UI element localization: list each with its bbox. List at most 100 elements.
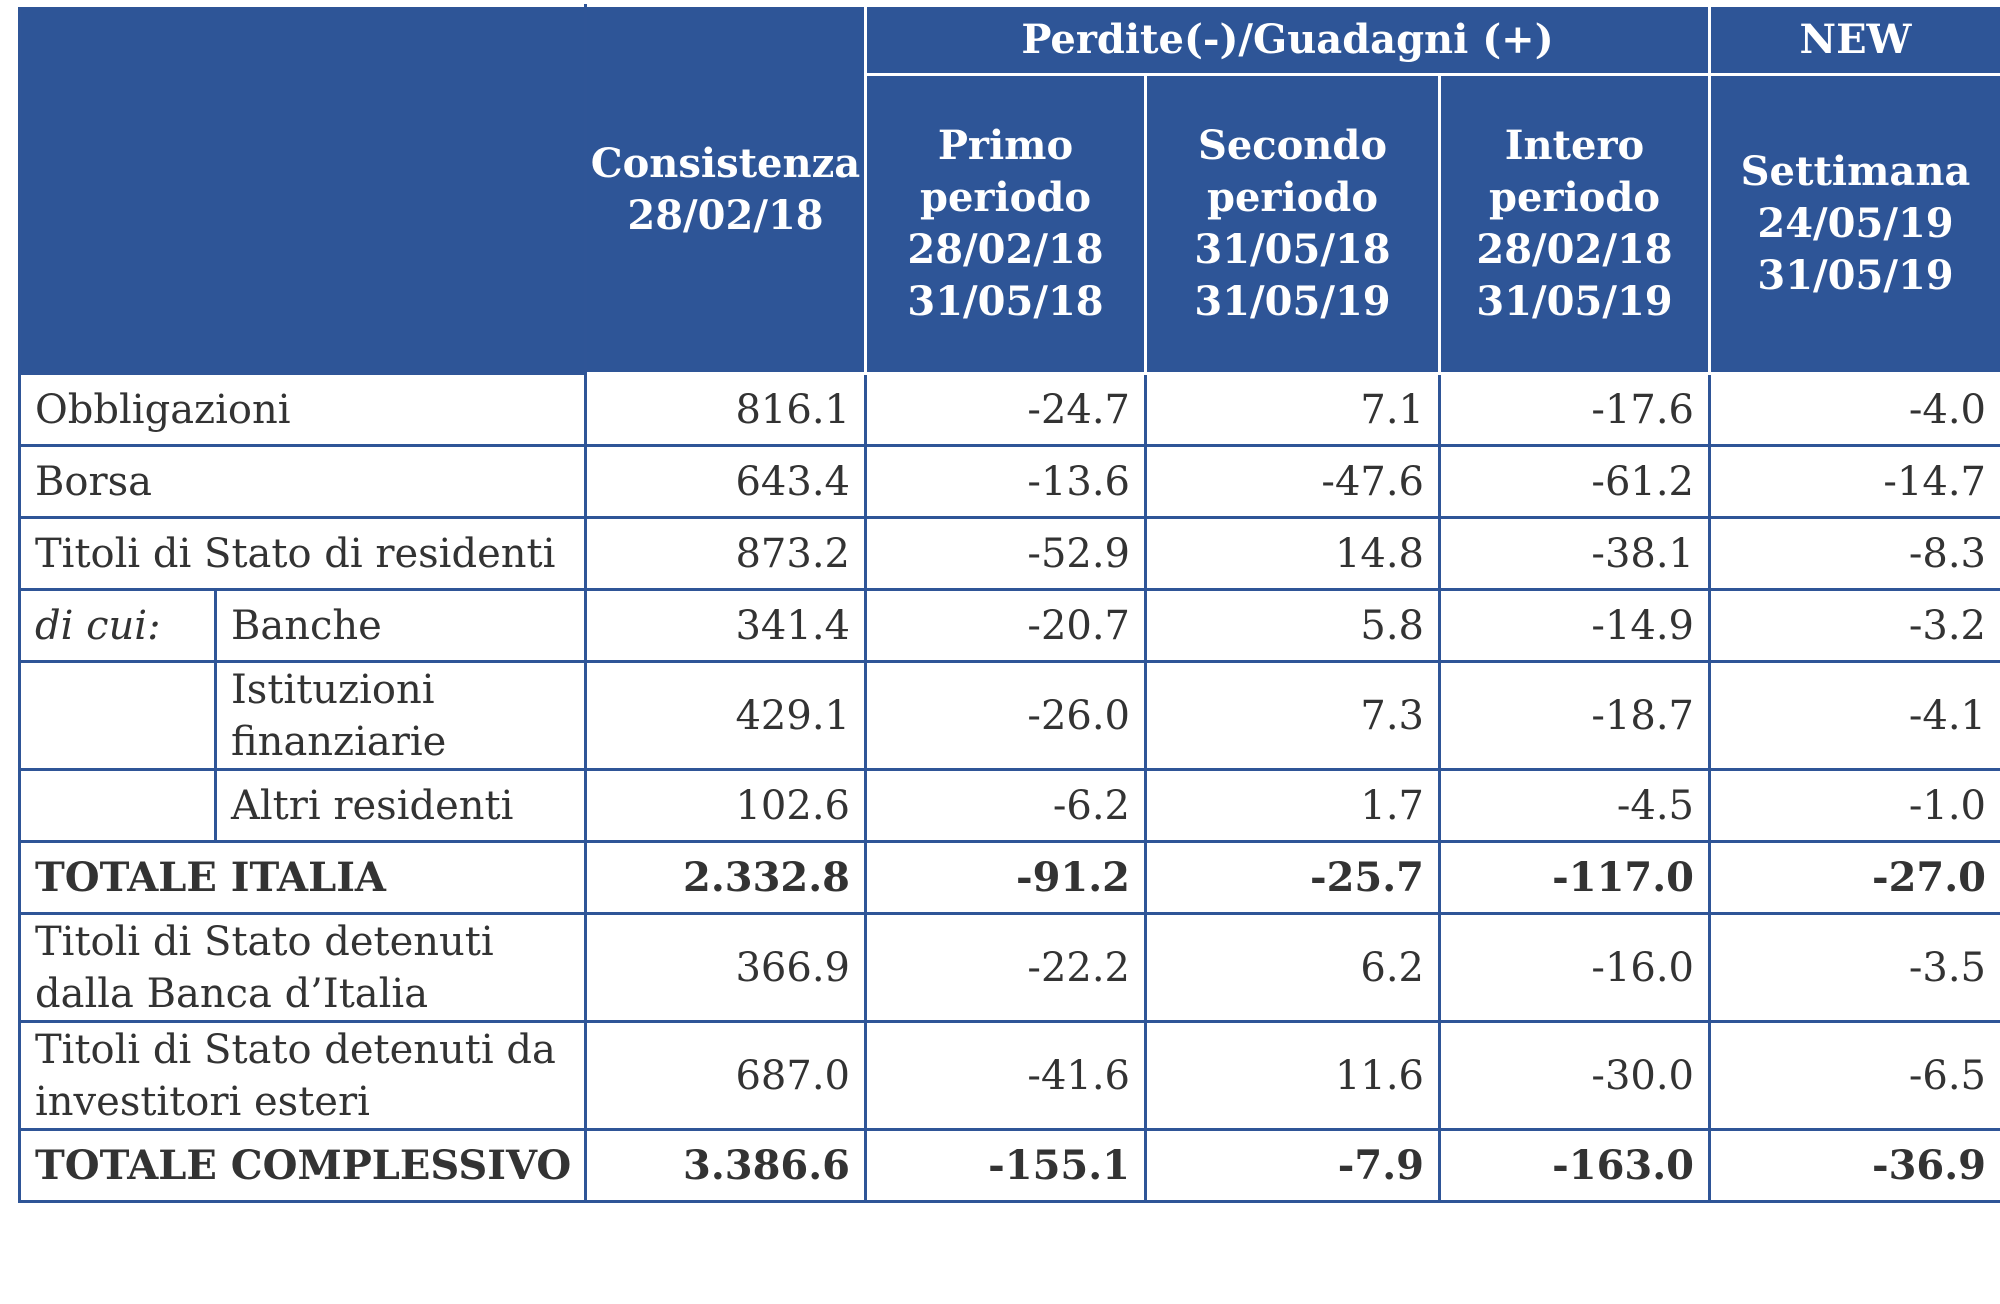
row-label: Banche — [214, 588, 587, 663]
table-row-borsa: Borsa 643.4 -13.6 -47.6 -61.2 -14.7 — [18, 444, 2000, 519]
header-intero-l2: periodo — [1488, 174, 1660, 221]
header-losses-gains: Perdite(-)/Guadagni (+) — [864, 4, 1711, 76]
header-primo-periodo: Primo periodo 28/02/18 31/05/18 — [864, 73, 1147, 375]
row-label-line2: finanziarie — [231, 718, 447, 765]
value-settimana: -14.7 — [1708, 444, 2000, 519]
value-secondo: -47.6 — [1144, 444, 1441, 519]
value-consistenza: 2.332.8 — [584, 840, 867, 915]
header-settimana-l1: Settimana — [1740, 148, 1971, 195]
value-primo: -91.2 — [864, 840, 1147, 915]
row-label-line2: investitori esteri — [35, 1078, 370, 1125]
value-intero: -4.5 — [1438, 768, 1711, 843]
value-secondo: 7.1 — [1144, 372, 1441, 447]
row-label: Altri residenti — [214, 768, 587, 843]
table-row-investitori-esteri: Titoli di Stato detenuti da investitori … — [18, 1020, 2000, 1131]
row-label-line1: Titoli di Stato detenuti — [35, 918, 494, 965]
value-settimana: -3.5 — [1708, 912, 2000, 1023]
row-label: Titoli di Stato detenuti dalla Banca d’I… — [18, 912, 587, 1023]
header-settimana: Settimana 24/05/19 31/05/19 — [1708, 73, 2000, 375]
table-row-totale-italia: TOTALE ITALIA 2.332.8 -91.2 -25.7 -117.0… — [18, 840, 2000, 915]
value-consistenza: 687.0 — [584, 1020, 867, 1131]
value-intero: -14.9 — [1438, 588, 1711, 663]
value-secondo: 7.3 — [1144, 660, 1441, 771]
row-label: TOTALE COMPLESSIVO — [18, 1128, 587, 1203]
header-secondo-l3: 31/05/18 — [1194, 226, 1391, 273]
value-primo: -26.0 — [864, 660, 1147, 771]
value-primo: -22.2 — [864, 912, 1147, 1023]
header-blank-cell — [18, 4, 587, 375]
table-row-banche: di cui: Banche 341.4 -20.7 5.8 -14.9 -3.… — [18, 588, 2000, 663]
value-consistenza: 429.1 — [584, 660, 867, 771]
row-label: Titoli di Stato di residenti — [18, 516, 587, 591]
row-prefix-di-cui: di cui: — [18, 588, 217, 663]
value-secondo: 6.2 — [1144, 912, 1441, 1023]
row-label-line2: dalla Banca d’Italia — [35, 970, 429, 1017]
table-row-altri-residenti: Altri residenti 102.6 -6.2 1.7 -4.5 -1.0 — [18, 768, 2000, 843]
header-intero-l4: 31/05/19 — [1476, 278, 1673, 325]
row-label-line1: Titoli di Stato detenuti da — [35, 1026, 556, 1073]
value-settimana: -36.9 — [1708, 1128, 2000, 1203]
value-settimana: -6.5 — [1708, 1020, 2000, 1131]
value-consistenza: 102.6 — [584, 768, 867, 843]
header-consistenza-line2: 28/02/18 — [627, 191, 824, 239]
header-sub-row: Primo periodo 28/02/18 31/05/18 Secondo … — [20, 73, 2000, 375]
row-label: Obbligazioni — [18, 372, 587, 447]
header-secondo-l1: Secondo — [1197, 122, 1388, 169]
value-secondo: 1.7 — [1144, 768, 1441, 843]
value-settimana: -4.0 — [1708, 372, 2000, 447]
header-primo-l2: periodo — [919, 174, 1091, 221]
header-intero-l3: 28/02/18 — [1476, 226, 1673, 273]
value-primo: -24.7 — [864, 372, 1147, 447]
table-container: Consistenza 28/02/18 Perdite(-)/Guadagni… — [18, 4, 2000, 1203]
value-secondo: 14.8 — [1144, 516, 1441, 591]
value-consistenza: 816.1 — [584, 372, 867, 447]
value-consistenza: 3.386.6 — [584, 1128, 867, 1203]
table-row-banca-italia: Titoli di Stato detenuti dalla Banca d’I… — [18, 912, 2000, 1023]
header-new: NEW — [1708, 4, 2000, 76]
header-settimana-l3: 31/05/19 — [1757, 252, 1954, 299]
value-primo: -13.6 — [864, 444, 1147, 519]
value-intero: -117.0 — [1438, 840, 1711, 915]
row-prefix-empty — [18, 660, 217, 771]
value-settimana: -4.1 — [1708, 660, 2000, 771]
value-primo: -41.6 — [864, 1020, 1147, 1131]
table-row-obbligazioni: Obbligazioni 816.1 -24.7 7.1 -17.6 -4.0 — [18, 372, 2000, 447]
value-primo: -6.2 — [864, 768, 1147, 843]
value-intero: -30.0 — [1438, 1020, 1711, 1131]
value-intero: -17.6 — [1438, 372, 1711, 447]
header-group-row: Consistenza 28/02/18 Perdite(-)/Guadagni… — [18, 4, 2000, 375]
header-secondo-periodo: Secondo periodo 31/05/18 31/05/19 — [1144, 73, 1441, 375]
value-settimana: -3.2 — [1708, 588, 2000, 663]
header-intero-l1: Intero — [1504, 122, 1645, 169]
header-settimana-l2: 24/05/19 — [1757, 200, 1954, 247]
value-secondo: 11.6 — [1144, 1020, 1441, 1131]
value-settimana: -27.0 — [1708, 840, 2000, 915]
value-primo: -20.7 — [864, 588, 1147, 663]
value-consistenza: 873.2 — [584, 516, 867, 591]
row-label: Titoli di Stato detenuti da investitori … — [18, 1020, 587, 1131]
table-row-istituzioni-finanziarie: Istituzioni finanziarie 429.1 -26.0 7.3 … — [18, 660, 2000, 771]
losses-gains-table: Consistenza 28/02/18 Perdite(-)/Guadagni… — [18, 4, 2000, 1203]
value-intero: -61.2 — [1438, 444, 1711, 519]
value-consistenza: 643.4 — [584, 444, 867, 519]
header-intero-periodo: Intero periodo 28/02/18 31/05/19 — [1438, 73, 1711, 375]
row-label: TOTALE ITALIA — [18, 840, 587, 915]
value-secondo: -25.7 — [1144, 840, 1441, 915]
header-primo-l1: Primo — [937, 122, 1074, 169]
value-intero: -18.7 — [1438, 660, 1711, 771]
value-primo: -155.1 — [864, 1128, 1147, 1203]
row-label: Borsa — [18, 444, 587, 519]
row-label: Istituzioni finanziarie — [214, 660, 587, 771]
value-intero: -16.0 — [1438, 912, 1711, 1023]
value-intero: -38.1 — [1438, 516, 1711, 591]
header-primo-l4: 31/05/18 — [907, 278, 1104, 325]
header-secondo-l2: periodo — [1206, 174, 1378, 221]
value-settimana: -8.3 — [1708, 516, 2000, 591]
header-primo-l3: 28/02/18 — [907, 226, 1104, 273]
value-secondo: 5.8 — [1144, 588, 1441, 663]
table-row-totale-complessivo: TOTALE COMPLESSIVO 3.386.6 -155.1 -7.9 -… — [18, 1128, 2000, 1203]
header-consistenza-line1: Consistenza — [590, 139, 861, 187]
header-consistenza: Consistenza 28/02/18 — [584, 4, 867, 375]
value-consistenza: 366.9 — [584, 912, 867, 1023]
value-settimana: -1.0 — [1708, 768, 2000, 843]
